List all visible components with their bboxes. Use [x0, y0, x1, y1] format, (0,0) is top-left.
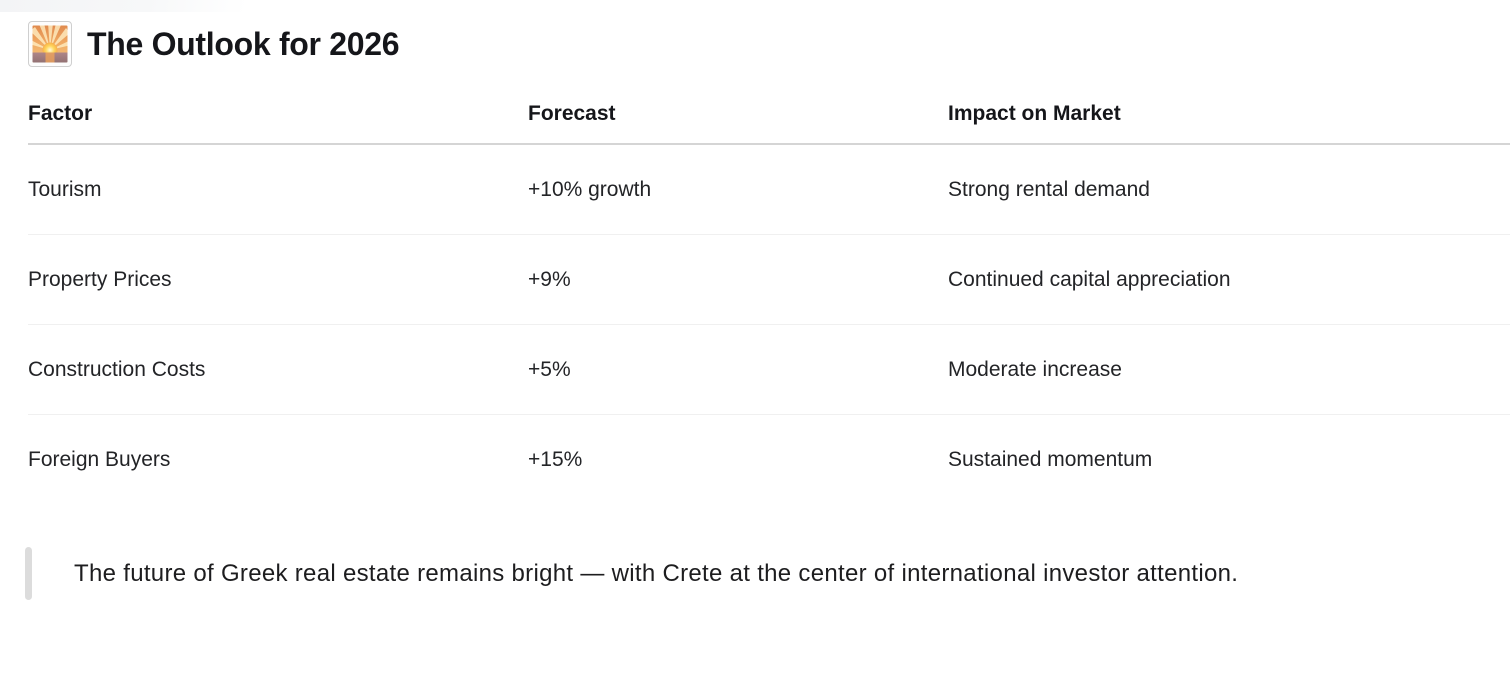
column-header-forecast[interactable]: Forecast [528, 102, 616, 125]
table-header-row: Factor Forecast Impact on Market [28, 85, 1510, 145]
cell-factor[interactable]: Property Prices [28, 267, 172, 291]
quote-bar [25, 547, 32, 600]
table-row: Tourism +10% growth Strong rental demand [28, 145, 1510, 235]
outlook-table: Factor Forecast Impact on Market Tourism… [28, 85, 1510, 505]
cell-impact[interactable]: Sustained momentum [948, 448, 1153, 471]
column-header-factor[interactable]: Factor [28, 102, 93, 125]
sunrise-emoji-icon[interactable] [28, 21, 72, 67]
table-row: Property Prices +9% Continued capital ap… [28, 235, 1510, 325]
cell-factor[interactable]: Foreign Buyers [28, 448, 171, 471]
table-row: Foreign Buyers +15% Sustained momentum [28, 415, 1510, 505]
page-title[interactable]: The Outlook for 2026 [87, 26, 400, 62]
quote-text[interactable]: The future of Greek real estate remains … [74, 560, 1239, 587]
cell-forecast[interactable]: +5% [528, 357, 571, 381]
cell-forecast[interactable]: +9% [528, 267, 571, 291]
cell-impact[interactable]: Continued capital appreciation [948, 267, 1231, 291]
column-header-impact[interactable]: Impact on Market [948, 102, 1121, 125]
cell-factor[interactable]: Construction Costs [28, 357, 206, 381]
cell-forecast[interactable]: +15% [528, 448, 583, 471]
table-row: Construction Costs +5% Moderate increase [28, 325, 1510, 415]
cell-impact[interactable]: Moderate increase [948, 357, 1122, 381]
cell-forecast[interactable]: +10% growth [528, 177, 652, 201]
quote-block: The future of Greek real estate remains … [25, 547, 1510, 600]
cell-impact[interactable]: Strong rental demand [948, 177, 1150, 201]
page-header: The Outlook for 2026 [0, 0, 1510, 67]
cell-factor[interactable]: Tourism [28, 177, 102, 201]
